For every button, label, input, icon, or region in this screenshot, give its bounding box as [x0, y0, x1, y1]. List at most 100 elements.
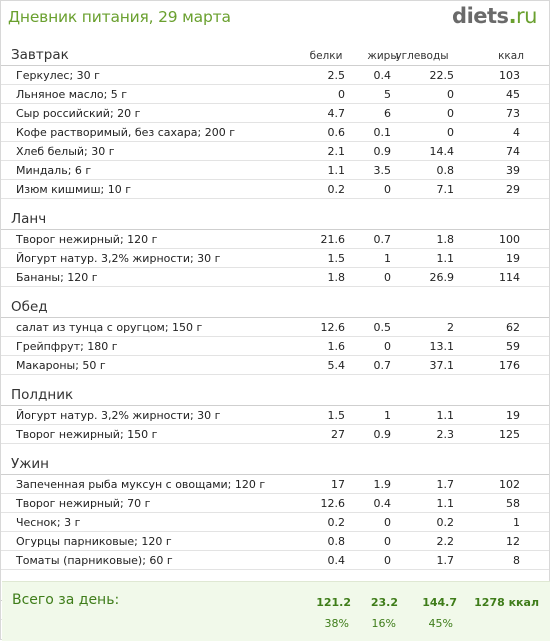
- food-kcal-value: 39: [506, 164, 520, 177]
- food-carbs-value: 1.8: [436, 233, 455, 246]
- food-row: Йогурт натур. 3,2% жирности; 30 г 1.5 1 1.1…: [1, 406, 549, 425]
- food-protein-value: 0.2: [327, 183, 346, 196]
- food-name: Хлеб белый; 30 г: [16, 145, 115, 158]
- meal-name: Ланч: [11, 211, 47, 227]
- meal-name: Завтрак: [11, 47, 69, 63]
- food-protein-value: 0.8: [327, 535, 346, 548]
- food-carbs-value: 2.3: [436, 428, 455, 441]
- food-row: Кофе растворимый, без сахара; 200 г 0.6 0.…: [1, 123, 549, 142]
- food-name: Сыр российский; 20 г: [16, 107, 141, 120]
- food-kcal-value: 100: [499, 233, 520, 246]
- food-fat-value: 1: [384, 252, 391, 265]
- column-header-carbs: углеводы: [395, 50, 449, 62]
- food-carbs-value: 2.2: [436, 535, 455, 548]
- food-protein-value: 4.7: [327, 107, 346, 120]
- food-carbs-value: 1.1: [436, 497, 455, 510]
- column-header-fat: жиры: [367, 50, 399, 62]
- total-carbs: 144.7: [422, 596, 457, 609]
- food-carbs-value: 0.2: [436, 516, 455, 529]
- food-protein-value: 17: [331, 478, 345, 491]
- food-fat-value: 0: [384, 183, 391, 196]
- food-name: Льняное масло; 5 г: [16, 88, 128, 101]
- food-kcal-value: 45: [506, 88, 520, 101]
- food-name: Творог нежирный; 150 г: [16, 428, 158, 441]
- food-fat-value: 0.1: [373, 126, 392, 139]
- food-fat-value: 0: [384, 535, 391, 548]
- food-kcal-value: 58: [506, 497, 520, 510]
- food-fat-value: 0: [384, 340, 391, 353]
- food-row: Томаты (парниковые); 60 г 0.4 0 1.7 8: [1, 551, 549, 570]
- food-protein-value: 21.6: [320, 233, 346, 246]
- food-row: Сыр российский; 20 г 4.7 6 0 73: [1, 104, 549, 123]
- food-fat-value: 6: [384, 107, 391, 120]
- food-name: Творог нежирный; 120 г: [16, 233, 158, 246]
- food-carbs-value: 1.7: [436, 478, 455, 491]
- food-row: Творог нежирный; 150 г 27 0.9 2.3 125: [1, 425, 549, 444]
- food-fat-value: 0.9: [373, 428, 392, 441]
- food-name: Макароны; 50 г: [16, 359, 106, 372]
- total-protein: 121.2: [316, 596, 351, 609]
- food-kcal-value: 19: [506, 409, 520, 422]
- food-carbs-value: 14.4: [429, 145, 455, 158]
- food-row: Бананы; 120 г 1.8 0 26.9 114: [1, 268, 549, 287]
- food-kcal-value: 103: [499, 69, 520, 82]
- food-fat-value: 0.4: [373, 497, 392, 510]
- food-row: Изюм кишмиш; 10 г 0.2 0 7.1 29: [1, 180, 549, 199]
- food-row: салат из тунца с оругцом; 150 г 12.6 0.5 2 6…: [1, 318, 549, 337]
- food-kcal-value: 74: [506, 145, 520, 158]
- diets-logo[interactable]: diets.ru: [452, 4, 537, 28]
- food-fat-value: 0: [384, 271, 391, 284]
- food-name: Йогурт натур. 3,2% жирности; 30 г: [16, 252, 221, 265]
- food-protein-value: 0: [338, 88, 345, 101]
- food-row: Грейпфрут; 180 г 1.6 0 13.1 59: [1, 337, 549, 356]
- food-name: Чеснок; 3 г: [16, 516, 81, 529]
- food-name: Грейпфрут; 180 г: [16, 340, 118, 353]
- food-fat-value: 3.5: [373, 164, 392, 177]
- totals-label: Всего за день:: [12, 592, 120, 608]
- food-kcal-value: 176: [499, 359, 520, 372]
- food-carbs-value: 7.1: [436, 183, 455, 196]
- food-carbs-value: 37.1: [429, 359, 455, 372]
- header: Дневник питания, 29 марта diets.ru: [1, 1, 549, 35]
- total-fat: 23.2: [370, 596, 398, 609]
- food-name: Томаты (парниковые); 60 г: [16, 554, 173, 567]
- food-protein-value: 12.6: [320, 497, 346, 510]
- food-name: Изюм кишмиш; 10 г: [16, 183, 131, 196]
- food-carbs-value: 1.1: [436, 252, 455, 265]
- food-kcal-value: 8: [513, 554, 520, 567]
- food-kcal-value: 102: [499, 478, 520, 491]
- food-protein-value: 0.6: [327, 126, 346, 139]
- food-row: Творог нежирный; 120 г 21.6 0.7 1.8 100: [1, 230, 549, 249]
- food-row: Йогурт натур. 3,2% жирности; 30 г 1.5 1 1.1…: [1, 249, 549, 268]
- food-fat-value: 0.7: [373, 233, 392, 246]
- food-protein-value: 2.1: [327, 145, 346, 158]
- food-fat-value: 0: [384, 516, 391, 529]
- food-carbs-value: 1.7: [436, 554, 455, 567]
- food-protein-value: 1.6: [327, 340, 346, 353]
- fat-percent: 16%: [371, 617, 396, 630]
- food-fat-value: 0.5: [373, 321, 392, 334]
- food-protein-value: 27: [331, 428, 345, 441]
- food-fat-value: 0: [384, 554, 391, 567]
- meal-section-header: Завтрак белки жиры углеводы ккал: [1, 45, 549, 66]
- food-protein-value: 1.5: [327, 409, 346, 422]
- food-kcal-value: 73: [506, 107, 520, 120]
- column-header-protein: белки: [309, 50, 343, 62]
- food-name: Кофе растворимый, без сахара; 200 г: [16, 126, 235, 139]
- food-row: Огурцы парниковые; 120 г 0.8 0 2.2 12: [1, 532, 549, 551]
- food-row: Миндаль; 6 г 1.1 3.5 0.8 39: [1, 161, 549, 180]
- food-carbs-value: 0: [447, 126, 454, 139]
- food-row: Макароны; 50 г 5.4 0.7 37.1 176: [1, 356, 549, 375]
- food-carbs-value: 2: [447, 321, 454, 334]
- food-row: Льняное масло; 5 г 0 5 0 45: [1, 85, 549, 104]
- food-protein-value: 2.5: [327, 69, 346, 82]
- food-kcal-value: 12: [506, 535, 520, 548]
- food-name: Геркулес; 30 г: [16, 69, 100, 82]
- food-carbs-value: 22.5: [429, 69, 455, 82]
- meal-section-header: Ланч: [1, 209, 549, 230]
- food-name: Йогурт натур. 3,2% жирности; 30 г: [16, 409, 221, 422]
- meal-name: Обед: [11, 299, 48, 315]
- food-fat-value: 1: [384, 409, 391, 422]
- food-name: Творог нежирный; 70 г: [16, 497, 151, 510]
- food-name: салат из тунца с оругцом; 150 г: [16, 321, 203, 334]
